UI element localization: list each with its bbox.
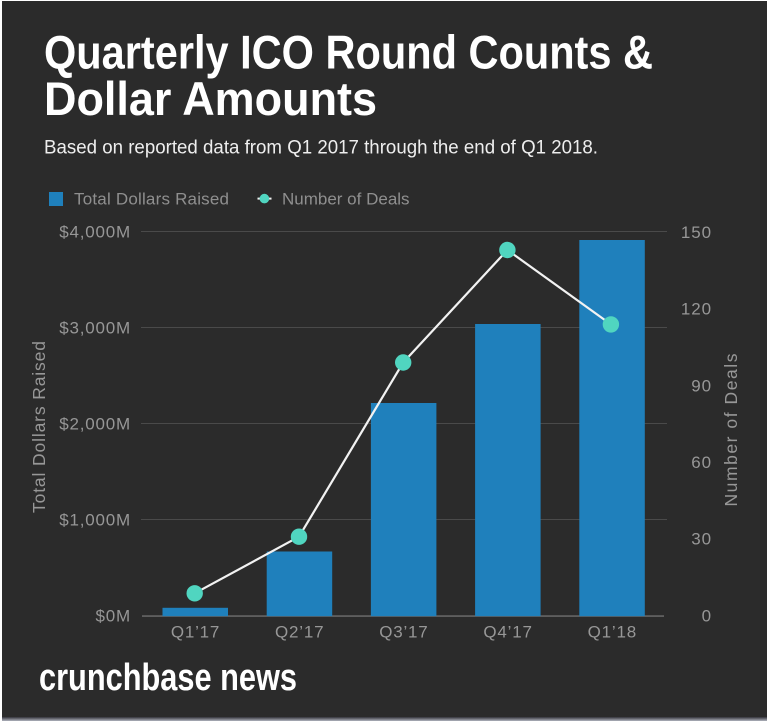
svg-text:Q1’18: Q1’18 — [588, 622, 637, 641]
svg-text:Number of Deals: Number of Deals — [282, 190, 410, 209]
svg-text:$4,000M: $4,000M — [59, 223, 131, 242]
svg-text:Q4’17: Q4’17 — [483, 622, 532, 641]
svg-text:30: 30 — [691, 530, 712, 549]
svg-text:Total Dollars Raised: Total Dollars Raised — [29, 341, 49, 513]
svg-text:Dollar Amounts: Dollar Amounts — [44, 72, 377, 125]
svg-text:Q3’17: Q3’17 — [379, 622, 428, 641]
svg-text:$3,000M: $3,000M — [59, 319, 131, 338]
svg-text:Number of Deals: Number of Deals — [721, 353, 741, 506]
svg-text:crunchbase news: crunchbase news — [39, 657, 297, 699]
svg-text:150: 150 — [681, 223, 712, 242]
svg-text:Based on reported data from Q1: Based on reported data from Q1 2017 thro… — [44, 138, 598, 159]
svg-text:$1,000M: $1,000M — [59, 510, 131, 529]
svg-text:60: 60 — [691, 453, 712, 472]
svg-text:0: 0 — [702, 606, 712, 625]
svg-text:Total Dollars Raised: Total Dollars Raised — [74, 190, 229, 209]
svg-text:$2,000M: $2,000M — [59, 415, 131, 434]
svg-text:Q2’17: Q2’17 — [275, 622, 324, 641]
svg-text:120: 120 — [681, 300, 712, 319]
svg-text:Quarterly ICO Round Counts &: Quarterly ICO Round Counts & — [44, 26, 653, 79]
svg-text:$0M: $0M — [96, 606, 131, 625]
svg-text:90: 90 — [691, 376, 712, 395]
svg-text:Q1’17: Q1’17 — [171, 622, 220, 641]
